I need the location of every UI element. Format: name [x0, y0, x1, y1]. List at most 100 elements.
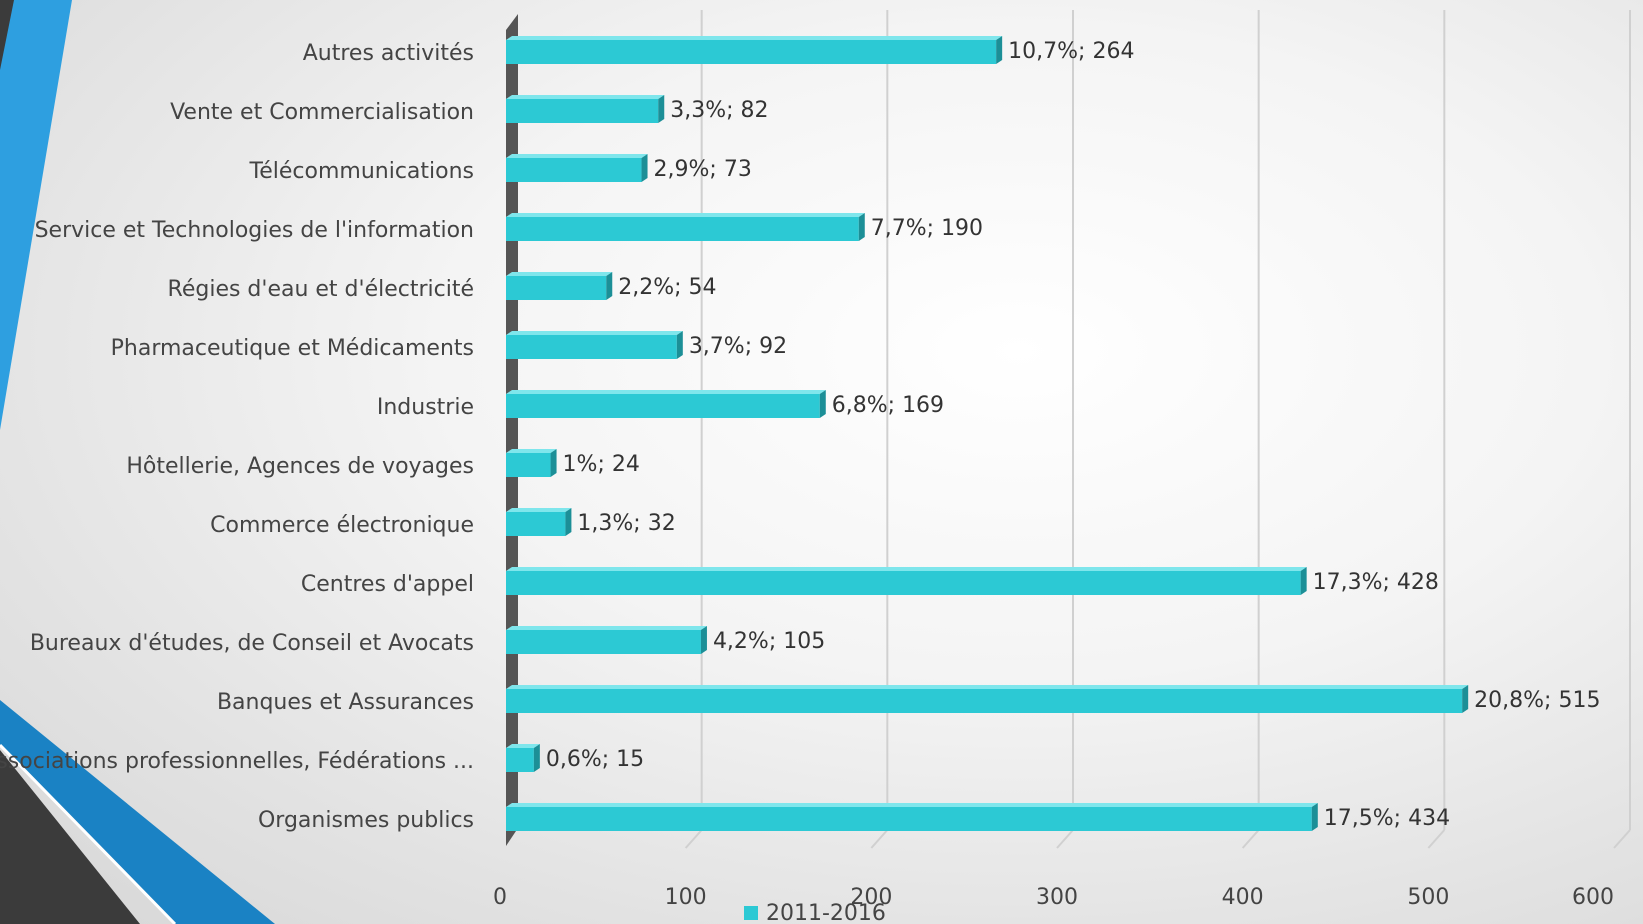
gridline-floor	[684, 829, 703, 849]
category-label: Autres activités	[303, 41, 474, 66]
category-label: Bureaux d'études, de Conseil et Avocats	[30, 631, 474, 656]
category-label: Pharmaceutique et Médicaments	[111, 336, 474, 361]
bar	[506, 335, 677, 359]
bar-top	[506, 95, 665, 99]
bar	[506, 512, 566, 536]
bar-end	[641, 154, 648, 182]
bar-top	[506, 744, 540, 748]
data-label: 17,5%; 434	[1324, 806, 1450, 831]
bar-end	[700, 626, 707, 654]
bottom-stripe-highlight	[0, 743, 177, 924]
bar-top	[506, 626, 707, 630]
legend-swatch	[744, 906, 758, 920]
bar	[506, 276, 607, 300]
gridline-floor	[1613, 829, 1631, 849]
bar	[506, 571, 1301, 595]
bar	[506, 807, 1312, 831]
data-label: 3,7%; 92	[689, 334, 787, 359]
axis-wall-face	[506, 14, 518, 846]
bar-end	[819, 390, 826, 418]
category-label: Centres d'appel	[301, 572, 474, 597]
data-label: 2,9%; 73	[654, 157, 752, 182]
category-label: Régies d'eau et d'électricité	[168, 277, 474, 302]
data-label: 3,3%; 82	[670, 98, 768, 123]
left-stripe-dark	[0, 0, 14, 70]
bar-end	[1311, 803, 1318, 831]
bar-end	[533, 744, 540, 772]
category-label: Organismes publics	[258, 808, 474, 833]
data-label: 10,7%; 264	[1008, 39, 1134, 64]
bar	[506, 630, 701, 654]
legend-label: 2011-2016	[766, 901, 886, 924]
bar-end	[550, 449, 557, 477]
bar-top	[506, 331, 683, 335]
data-label: 2,2%; 54	[618, 275, 716, 300]
bar	[506, 217, 859, 241]
bar	[506, 689, 1463, 713]
category-label: Hôtellerie, Agences de voyages	[126, 454, 474, 479]
grid-layer	[684, 10, 1631, 849]
x-tick-label: 100	[665, 885, 707, 910]
bar-end	[676, 331, 683, 359]
gridline-floor	[1056, 829, 1074, 849]
category-label: Télécommunications	[249, 159, 474, 184]
category-label: Associations professionnelles, Fédératio…	[0, 749, 474, 774]
bar-top	[506, 449, 557, 453]
data-label: 7,7%; 190	[871, 216, 983, 241]
axis-wall	[506, 14, 518, 846]
x-tick-label: 0	[493, 885, 507, 910]
bar-end	[1462, 685, 1469, 713]
x-tick-label: 400	[1222, 885, 1264, 910]
left-stripe-blue	[0, 0, 72, 430]
bar	[506, 158, 642, 182]
bar-end	[658, 95, 665, 123]
category-labels: Autres activités Vente et Commercialisati…	[0, 41, 474, 833]
bar-end	[565, 508, 572, 536]
gridline-floor	[870, 829, 889, 849]
category-label: Vente et Commercialisation	[170, 100, 474, 125]
bar-top	[506, 567, 1307, 571]
x-tick-label: 600	[1572, 885, 1614, 910]
data-label: 1,3%; 32	[577, 511, 675, 536]
bar-top	[506, 213, 865, 217]
bar	[506, 40, 997, 64]
bottom-stripe-blue	[0, 700, 275, 924]
gridline-floor	[1241, 829, 1260, 849]
x-tick-label: 300	[1036, 885, 1078, 910]
bottom-stripe-dark	[0, 750, 140, 924]
category-label: Commerce électronique	[210, 513, 474, 538]
bar-top	[506, 390, 826, 394]
bar-top	[506, 36, 1003, 40]
bar-end	[606, 272, 613, 300]
bar	[506, 394, 820, 418]
bar-top	[506, 508, 572, 512]
category-label: Banques et Assurances	[217, 690, 474, 715]
value-labels: 10,7%; 264 3,3%; 82 2,9%; 73 7,7%; 190 2,2%;…	[546, 39, 1601, 831]
bar	[506, 99, 659, 123]
gridline-floor	[1427, 829, 1446, 849]
bar-end	[858, 213, 865, 241]
data-label: 4,2%; 105	[713, 629, 825, 654]
category-label: Service et Technologies de l'information	[35, 218, 474, 243]
category-label: Industrie	[377, 395, 474, 420]
bar-top	[506, 272, 613, 276]
data-label: 17,3%; 428	[1313, 570, 1439, 595]
bar	[506, 748, 534, 772]
bar-end	[1300, 567, 1307, 595]
bar-end	[996, 36, 1003, 64]
legend: 2011-2016	[744, 901, 886, 924]
bars-layer	[506, 36, 1469, 831]
bar-top	[506, 803, 1318, 807]
bar-top	[506, 154, 648, 158]
data-label: 20,8%; 515	[1474, 688, 1600, 713]
data-label: 6,8%; 169	[832, 393, 944, 418]
bar	[506, 453, 551, 477]
x-axis-ticks: 0 100 200 300 400 500 600	[493, 885, 1614, 910]
x-tick-label: 500	[1407, 885, 1449, 910]
data-label: 1%; 24	[563, 452, 640, 477]
x-tick-label: 200	[850, 885, 892, 910]
bar-top	[506, 685, 1469, 689]
data-label: 0,6%; 15	[546, 747, 644, 772]
